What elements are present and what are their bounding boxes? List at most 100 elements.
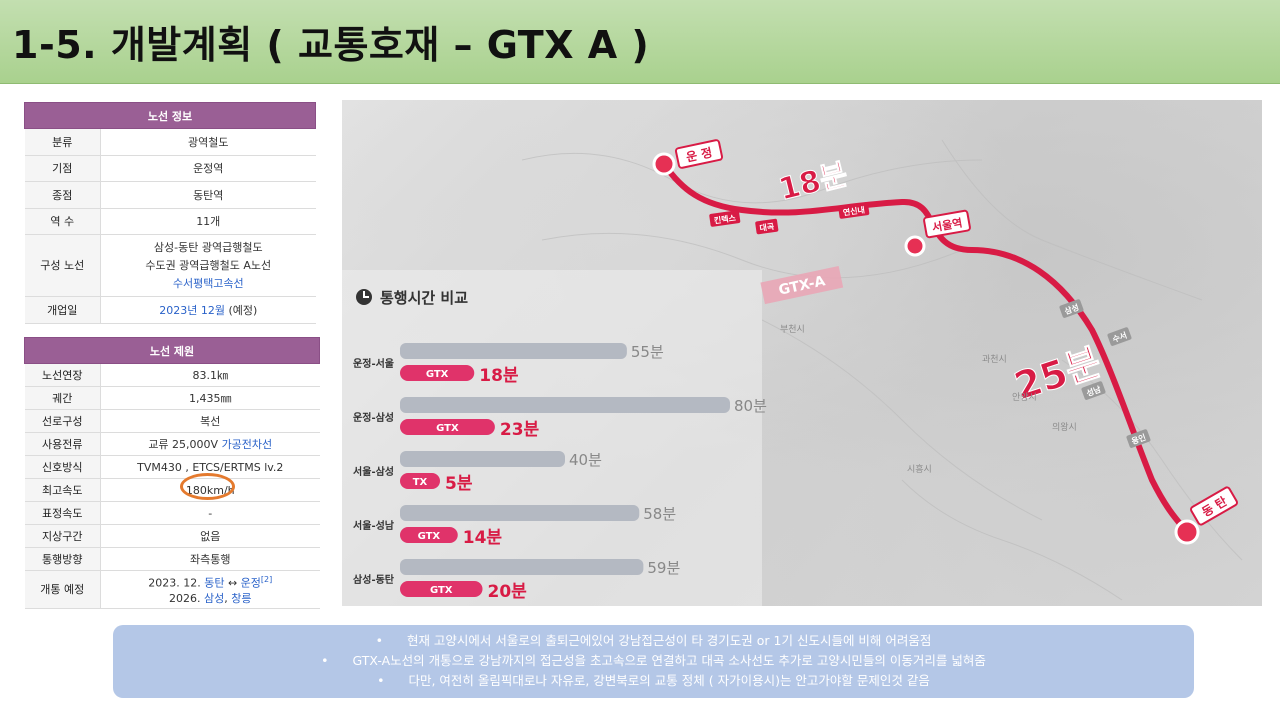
station-dot-end [1174,519,1200,545]
bullet: • [321,653,329,668]
row-value-multiline: 삼성-동탄 광역급행철도 수도권 광역급행철도 A노선 수서평택고속선 [100,234,316,297]
row-key: 선로구성 [24,409,101,433]
table-row: 역 수 11개 [24,208,316,235]
gtx-time-label: 18분 [479,366,519,386]
catenary-link[interactable]: 가공전차선 [221,438,273,451]
schedule-date: 2023. 12. [148,576,205,590]
gtx-time-label: 23분 [500,420,540,440]
row-key: 신호방식 [24,455,101,479]
svg-text:용인: 용인 [1130,432,1147,446]
samseong-link[interactable]: 삼성 [204,592,225,606]
comparison-route-label: 운정-서울 [353,357,394,370]
footnote-link[interactable]: [2] [260,574,273,584]
bullet: • [375,633,383,648]
current-time-bar [400,505,640,521]
station-label-end: 동 탄 [1190,486,1238,526]
small-station-tag: 대곡 [755,218,779,235]
city-label: 안양시 [1012,392,1037,403]
row-value-link[interactable]: 복선 [100,409,320,433]
row-key: 사용전류 [24,432,101,456]
unjeong-link[interactable]: 운정 [240,576,261,590]
summary-line: • GTX-A노선의 개통으로 강남까지의 접근성을 초고속으로 연결하고 대곡 … [123,651,1184,671]
gtx-time-bar [400,527,458,543]
svg-text:성남: 성남 [1085,384,1103,399]
route-spec-header: 노선 제원 [24,337,320,364]
gtx-time-label: 14분 [463,528,503,548]
schedule-date: 2026. [169,592,204,606]
open-date-link[interactable]: 2023년 12월 [159,303,225,317]
row-key: 개통 예정 [24,570,101,609]
route-spec-table: 노선 제원 노선연장 83.1㎞ 궤간 1,435㎜ 선로구성 복선 사용전류 … [24,337,320,609]
svg-text:연신내: 연신내 [842,205,865,218]
row-value: 좌측통행 [100,547,320,571]
dongtan-link[interactable]: 동탄 [204,576,225,590]
schedule-line-2: 2026. 삼성, 창릉 [101,591,320,607]
gtx-a-tag: GTX-A [760,265,844,305]
small-station-tag: 용인 [1126,429,1151,448]
route-info-table: 노선 정보 분류 광역철도 기점 운정역 종점 동탄역 역 수 11개 구성 노… [24,102,316,324]
speed-highlight-circle [180,473,235,500]
city-label: 과천시 [982,354,1007,365]
row-value: 1,435㎜ [100,386,320,410]
current-time-bar [400,559,644,575]
table-row: 신호방식 TVM430 , ETCS/ERTMS lv.2 [24,455,320,479]
gtx-bar-label: GTX [430,585,453,596]
table-row: 노선연장 83.1㎞ [24,363,320,387]
summary-text: 현재 고양시에서 서울로의 출퇴근에있어 강남접근성이 타 경기도권 or 1기… [406,633,932,648]
station-label-mid: 서울역 [923,209,971,239]
svg-text:수서: 수서 [1111,330,1128,344]
gtx-time-bar [400,365,475,381]
gtx-bar-label: GTX [418,531,441,542]
comparison-title: 통행시간 비교 [380,289,468,307]
schedule-line-1: 2023. 12. 동탄 ↔ 운정[2] [101,572,320,592]
station-dot-mid [904,235,926,257]
arrow: ↔ [224,576,241,590]
station-dot-start [652,152,676,176]
component-line: 삼성-동탄 광역급행철도 [153,240,263,254]
gtx-map-image: 운 정 서울역 동 탄 킨텍스 대곡 연신내 삼성 수서 성남 용인 GTX-A… [342,100,1262,606]
table-row: 궤간 1,435㎜ [24,386,320,410]
page-title: 1-5. 개발계획 ( 교통호재 – GTX A ) [12,23,650,67]
small-station-tag: 연신내 [838,202,870,219]
gtx-bar-label: GTX [436,423,459,434]
row-key: 역 수 [24,208,101,235]
row-key: 분류 [24,128,101,156]
gtx-bar-label: GTX [426,369,449,380]
row-key: 노선연장 [24,363,101,387]
table-row: 선로구성 복선 [24,409,320,433]
component-line-link[interactable]: 수서평택고속선 [172,276,244,290]
table-row: 분류 광역철도 [24,128,316,156]
gtx-time-label: 20분 [488,582,528,602]
current-time-bar [400,451,565,467]
row-value-link[interactable]: 동탄역 [100,181,316,209]
title-bar: 1-5. 개발계획 ( 교통호재 – GTX A ) [0,0,1280,84]
summary-text: 다만, 여전히 올림픽대로나 자유로, 강변북로의 교통 정체 ( 자가이용시)… [408,673,930,688]
city-label: 시흥시 [907,463,932,475]
summary-box: • 현재 고양시에서 서울로의 출퇴근에있어 강남접근성이 타 경기도권 or 1… [113,625,1194,698]
current-time-label: 80분 [734,397,767,415]
segment-time-1: 18분 [775,157,851,208]
city-label: 의왕시 [1052,422,1077,433]
table-row: 구성 노선 삼성-동탄 광역급행철도 수도권 광역급행철도 A노선 수서평택고속… [24,234,316,297]
comparison-route-label: 서울-삼성 [353,465,394,478]
changneung-link[interactable]: 창릉 [231,592,252,606]
row-key: 구성 노선 [24,234,101,297]
map-texture [521,139,1243,601]
row-value-link[interactable]: TVM430 , ETCS/ERTMS lv.2 [100,455,320,479]
gtx-time-label: 5분 [445,474,473,494]
svg-text:운 정: 운 정 [685,144,714,164]
gtx-time-bar [400,581,483,597]
open-date-suffix: (예정) [224,303,258,317]
summary-line: • 다만, 여전히 올림픽대로나 자유로, 강변북로의 교통 정체 ( 자가이용시… [123,671,1184,691]
current-time-label: 59분 [647,559,680,577]
table-row: 지상구간 없음 [24,524,320,548]
table-row: 개업일 2023년 12월 (예정) [24,296,316,324]
row-value: 교류 25,000V 가공전차선 [100,432,320,456]
current-time-label: 55분 [631,343,664,361]
comparison-heading: 통행시간 비교 [356,289,468,307]
table-row: 기점 운정역 [24,155,316,182]
current-time-label: 58분 [643,505,676,523]
row-value-link[interactable]: 운정역 [100,155,316,182]
row-value-link[interactable]: 광역철도 [100,128,316,156]
city-label: 부천시 [780,324,805,335]
